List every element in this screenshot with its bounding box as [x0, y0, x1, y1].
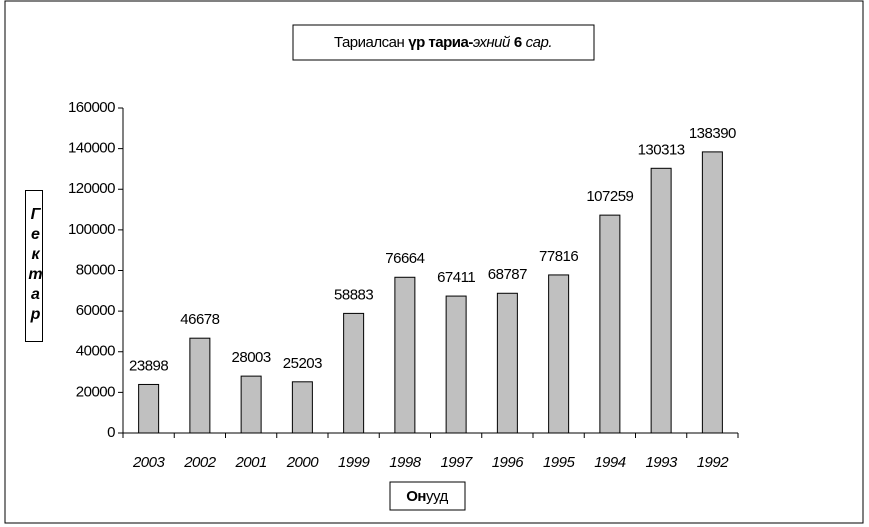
x-tick-label: 2003	[132, 454, 166, 471]
y-tick-label: 100000	[68, 221, 115, 238]
y-tick-label: 120000	[68, 180, 115, 197]
x-tick-label: 1997	[440, 454, 473, 471]
data-label: 77816	[539, 248, 578, 265]
data-label: 138390	[689, 125, 736, 142]
bar	[701, 151, 723, 434]
title-part: Тариалсан	[334, 34, 404, 51]
chart-frame	[4, 0, 864, 524]
y-tick-label: 60000	[76, 302, 115, 319]
bar	[394, 276, 416, 434]
chart-title: Тариалсан үр тариа-эхний 6 сар.	[334, 34, 552, 51]
x-tick-label: 1999	[338, 454, 371, 471]
x-axis-label: Онууд	[406, 488, 448, 505]
x-label-part: ууд	[426, 488, 449, 505]
data-label: 25203	[283, 355, 322, 372]
x-tick-label: 1992	[697, 454, 730, 471]
title-part: үр тариа-	[408, 34, 473, 51]
data-label: 68787	[488, 266, 527, 283]
y-tick-label: 0	[107, 424, 115, 441]
y-tick-label: 20000	[76, 383, 115, 400]
data-label: 67411	[437, 269, 475, 286]
x-tick-label: 2000	[286, 454, 320, 471]
x-label-part: Он	[406, 488, 426, 505]
x-tick-label: 1993	[645, 454, 678, 471]
x-tick-label: 1998	[389, 454, 422, 471]
y-tick-label: 40000	[76, 343, 115, 360]
x-label-box	[389, 481, 466, 511]
x-tick-label: 2002	[183, 454, 217, 471]
title-box	[292, 24, 595, 61]
x-tick-label: 1995	[543, 454, 576, 471]
bar	[291, 381, 313, 434]
title-part: 6	[514, 34, 522, 51]
data-label: 23898	[129, 357, 168, 374]
data-label: 28003	[232, 349, 271, 366]
x-tick-label: 1996	[492, 454, 525, 471]
bar	[343, 312, 365, 434]
bar	[650, 167, 672, 434]
y-tick-label: 140000	[68, 140, 115, 157]
data-label: 46678	[180, 311, 219, 328]
data-label: 58883	[334, 286, 373, 303]
title-part: сар.	[526, 34, 552, 51]
bar	[240, 375, 262, 434]
x-tick-label: 1994	[594, 454, 626, 471]
data-label: 130313	[638, 141, 685, 158]
data-label: 76664	[385, 250, 424, 267]
bar	[445, 295, 467, 434]
x-tick-label: 2001	[234, 454, 267, 471]
bar	[599, 214, 621, 434]
bar	[496, 292, 518, 434]
bar	[189, 337, 211, 434]
data-label: 107259	[586, 188, 633, 205]
bar	[138, 383, 160, 434]
y-tick-label: 80000	[76, 261, 115, 278]
y-tick-label: 160000	[68, 99, 115, 116]
title-part: эхний	[473, 34, 511, 51]
bar	[548, 274, 570, 434]
y-axis-label: Гектар	[25, 190, 44, 342]
